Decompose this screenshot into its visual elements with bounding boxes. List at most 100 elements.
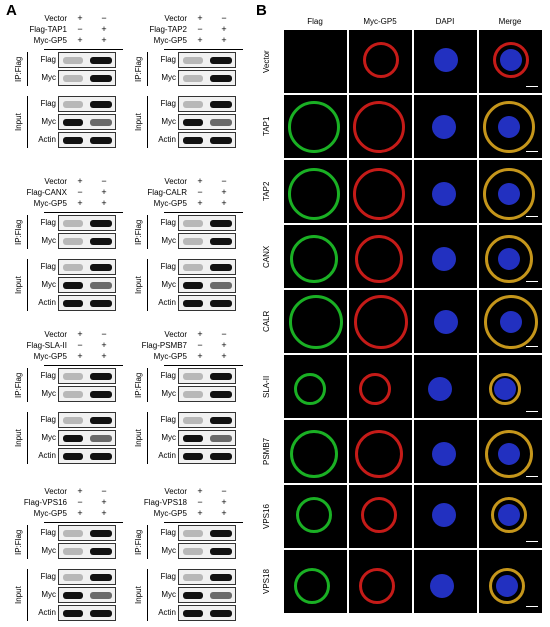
treatment-sign: − (101, 176, 107, 186)
micrograph-cell (349, 225, 412, 288)
treatment-sign: − (197, 187, 203, 197)
blot-strip (58, 52, 116, 68)
scale-bar (526, 541, 538, 542)
micrograph-cell (349, 30, 412, 93)
blot-band (210, 238, 232, 245)
blot-band (210, 57, 232, 64)
dapi-nucleus (432, 182, 456, 206)
blot-band (183, 137, 203, 144)
blot-band (183, 57, 203, 64)
blot-band (90, 220, 112, 227)
blot-strip (178, 448, 236, 464)
micrograph-cell (479, 420, 542, 483)
blot-band (210, 574, 232, 581)
micrograph-cell (414, 420, 477, 483)
blot-row-label: Myc (41, 590, 56, 599)
treatment-label: Vector (44, 330, 67, 339)
blot-row-label: Flag (160, 262, 176, 271)
micrograph-cell (479, 160, 542, 223)
treatment-sign: + (77, 508, 83, 518)
dapi-nucleus (432, 442, 456, 466)
input-label: Input (134, 586, 143, 604)
blot-band (90, 101, 112, 108)
treatment-sign: + (101, 508, 107, 518)
blot-strip (178, 96, 236, 112)
micrograph-cell (284, 550, 347, 613)
treatment-sign: + (101, 35, 107, 45)
treatment-sign: + (197, 198, 203, 208)
merge-signal (485, 235, 533, 283)
blot-row-label: Myc (41, 236, 56, 245)
treatment-label: Flag-VPS16 (23, 498, 67, 507)
dapi-nucleus (432, 503, 456, 527)
column-header: Merge (498, 17, 522, 26)
blot-band (210, 264, 232, 271)
treatment-sign: + (197, 35, 203, 45)
blot-row-label: Actin (38, 451, 56, 460)
blot-strip (58, 605, 116, 621)
merge-nucleus (494, 378, 516, 400)
ip-label: IP:Flag (14, 529, 23, 555)
input-bracket (27, 569, 30, 621)
flag-signal (288, 101, 340, 153)
merge-nucleus (498, 504, 520, 526)
blot-band (210, 592, 232, 599)
treatment-label: Flag-TAP2 (149, 25, 187, 34)
micrograph-cell (414, 225, 477, 288)
blot-strip (58, 132, 116, 148)
blot-row-label: Myc (161, 590, 176, 599)
blot-row-label: Actin (158, 451, 176, 460)
merge-nucleus (498, 183, 520, 205)
row-label: CALR (262, 310, 271, 333)
blot-band (63, 282, 83, 289)
input-label: Input (14, 113, 23, 131)
blot-strip (58, 569, 116, 585)
treatment-sign: + (101, 24, 107, 34)
blot-band (63, 101, 83, 108)
row-label: SLA-II (262, 375, 271, 398)
input-bracket (147, 96, 150, 148)
row-label: CANX (262, 245, 271, 268)
blot-band (210, 548, 232, 555)
blot-strip (178, 132, 236, 148)
input-bracket (27, 96, 30, 148)
blot-strip (58, 259, 116, 275)
dapi-nucleus (428, 377, 452, 401)
flag-signal (296, 497, 332, 533)
blot-band (183, 238, 203, 245)
blot-strip (178, 386, 236, 402)
blot-strip (58, 543, 116, 559)
blot-row-label: Flag (40, 371, 56, 380)
blot-row-label: Flag (40, 218, 56, 227)
blot-row-label: Myc (161, 117, 176, 126)
blot-band (63, 391, 83, 398)
treatment-sign: + (101, 351, 107, 361)
myc-signal (359, 373, 391, 405)
blot-band (63, 300, 83, 307)
blot-band (183, 453, 203, 460)
treatment-sign: + (77, 486, 83, 496)
flag-signal (289, 295, 343, 349)
merge-nucleus (500, 311, 522, 333)
row-label: TAP2 (262, 181, 271, 202)
treatment-label: Vector (44, 14, 67, 23)
blot-row-label: Myc (161, 546, 176, 555)
blot-band (90, 137, 112, 144)
wb-panel: Vector + − Flag-TAP2− + Myc-GP5 + + Flag Myc Flag M… (134, 13, 247, 148)
divider-line (164, 522, 243, 523)
blot-row-label: Flag (40, 415, 56, 424)
ip-bracket (27, 52, 30, 86)
blot-strip (178, 525, 236, 541)
divider-line (44, 522, 123, 523)
blot-band (183, 574, 203, 581)
micrograph-cell (284, 95, 347, 158)
blot-band (183, 373, 203, 380)
treatment-sign: + (77, 35, 83, 45)
micrograph-cell (479, 290, 542, 353)
blot-row-label: Myc (41, 117, 56, 126)
blot-strip (178, 543, 236, 559)
blot-band (90, 238, 112, 245)
blot-row-label: Actin (158, 608, 176, 617)
blot-row-label: Flag (40, 528, 56, 537)
myc-signal (354, 295, 408, 349)
